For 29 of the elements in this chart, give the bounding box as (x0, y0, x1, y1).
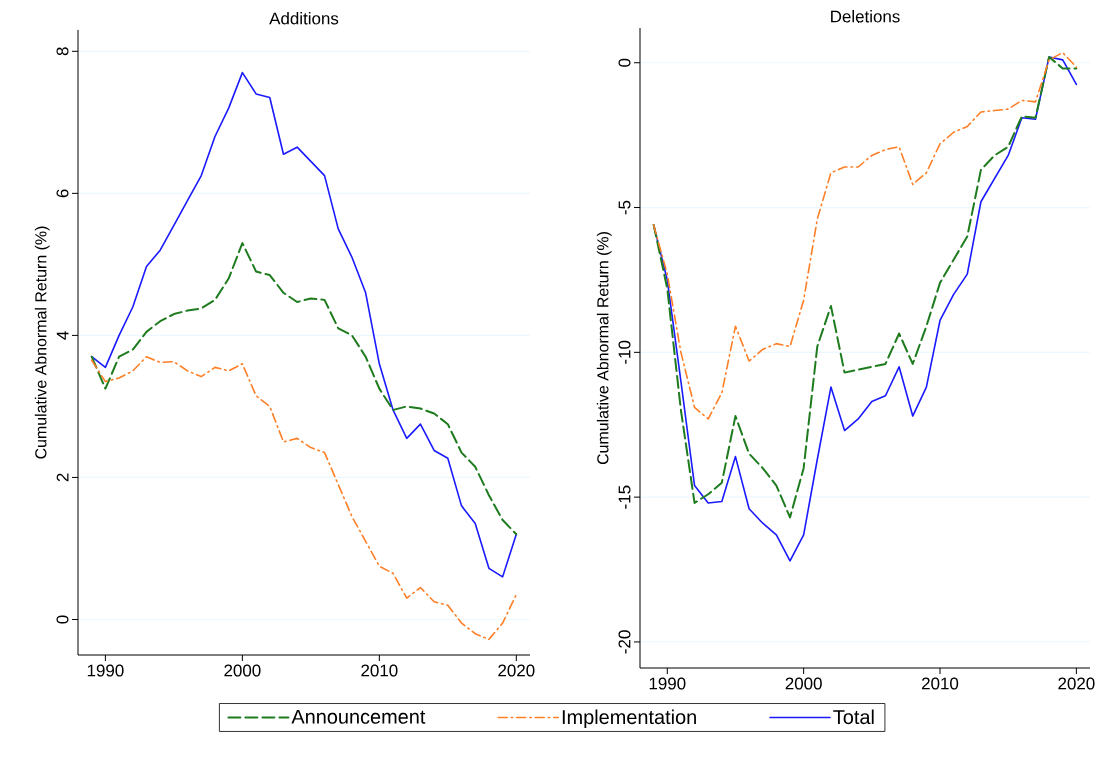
x-tick-label: 1990 (87, 664, 124, 677)
line-series (90, 242, 518, 536)
x-tick-label: 2020 (1058, 677, 1095, 690)
y-tick-label: -20 (618, 630, 631, 654)
y-tick-label: 0 (618, 58, 631, 67)
y-tick-label: -5 (618, 200, 631, 215)
line-series (90, 71, 518, 578)
y-tick-label: 2 (56, 473, 69, 482)
y-axis-title: Cumulative Abnormal Return (%) (596, 232, 612, 465)
y-tick-label: 8 (56, 47, 69, 56)
x-tick-label: 2010 (361, 664, 398, 677)
y-tick-label: 4 (56, 331, 69, 340)
legend-label: Implementation (562, 709, 696, 729)
y-tick-label: -10 (618, 340, 631, 364)
line-series (90, 355, 518, 641)
x-tick-label: 2000 (224, 664, 261, 677)
chart-title: Additions (269, 12, 339, 25)
x-tick-label: 2010 (922, 677, 959, 690)
x-tick-label: 2000 (785, 677, 822, 690)
line-series (652, 51, 1078, 420)
x-tick-label: 2020 (498, 664, 535, 677)
legend-label: Total (833, 709, 874, 725)
y-tick-label: 0 (56, 615, 69, 624)
legend-label: Announcement (291, 709, 426, 724)
y-axis-title: Cumulative Abnormal Return (%) (34, 226, 50, 459)
x-tick-label: 1990 (649, 677, 686, 690)
chart-title: Deletions (831, 10, 900, 23)
y-tick-label: 6 (56, 189, 69, 198)
y-tick-label: -15 (618, 485, 631, 509)
